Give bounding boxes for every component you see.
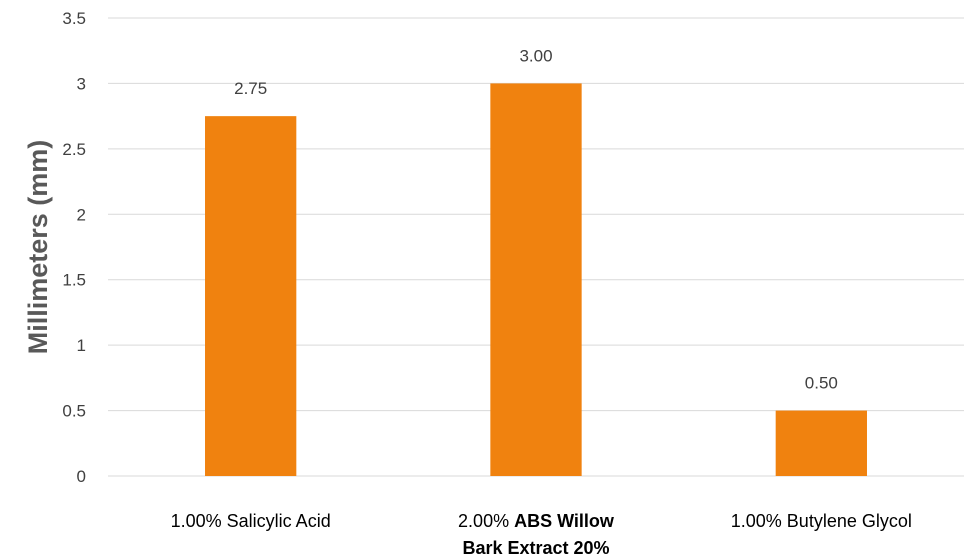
category-label: 1.00% Butylene Glycol — [731, 511, 912, 531]
y-tick-label: 3 — [77, 74, 86, 93]
category-label: 1.00% Salicylic Acid — [171, 511, 331, 531]
bar — [490, 83, 582, 476]
data-label: 3.00 — [519, 46, 552, 65]
data-label: 2.75 — [234, 79, 267, 98]
y-tick-label: 2.5 — [62, 140, 86, 159]
bars — [205, 83, 867, 477]
y-tick-label: 2 — [77, 205, 86, 224]
y-tick-label: 0.5 — [62, 402, 86, 421]
y-tick-labels: 0 0.5 1 1.5 2 2.5 3 3.5 — [62, 9, 86, 486]
y-tick-label: 1 — [77, 336, 86, 355]
y-tick-label: 1.5 — [62, 271, 86, 290]
bar — [205, 116, 297, 477]
category-labels: 1.00% Salicylic Acid 2.00% ABS Willow Bark… — [171, 511, 912, 558]
data-label: 0.50 — [805, 374, 838, 393]
y-tick-label: 0 — [77, 467, 86, 486]
y-tick-label: 3.5 — [62, 9, 86, 28]
category-label: 2.00% ABS Willow Bark Extract 20% — [458, 511, 615, 558]
bar — [775, 410, 867, 476]
y-axis-label: Millimeters (mm) — [23, 140, 53, 355]
data-labels: 2.75 3.00 0.50 — [234, 46, 838, 392]
